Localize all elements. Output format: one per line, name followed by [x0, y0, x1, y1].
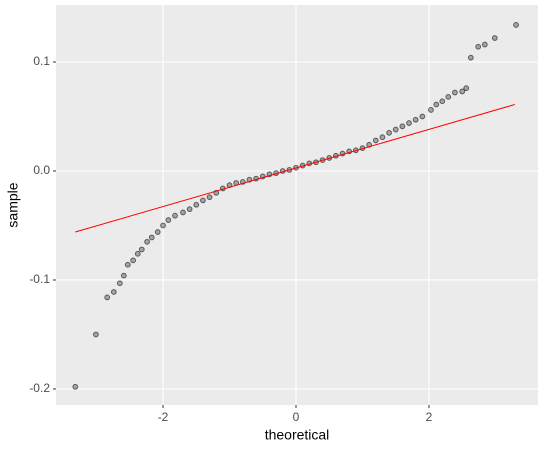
point	[439, 98, 446, 105]
y-tick-label: 0.1	[33, 54, 50, 68]
point	[451, 89, 458, 96]
point	[154, 229, 161, 235]
point	[148, 234, 155, 241]
x-tick-label: 2	[426, 410, 433, 424]
point	[459, 88, 466, 95]
point	[463, 85, 470, 92]
point	[386, 129, 392, 136]
point	[475, 43, 482, 50]
point	[406, 120, 412, 126]
point	[160, 222, 166, 229]
point	[467, 54, 474, 61]
point	[116, 280, 123, 287]
point	[130, 257, 137, 264]
point	[92, 331, 99, 338]
point	[428, 107, 434, 113]
point	[193, 201, 200, 208]
point	[513, 22, 519, 28]
point	[372, 137, 379, 144]
point	[104, 294, 111, 301]
point	[134, 250, 141, 257]
point	[124, 261, 131, 268]
point	[419, 113, 426, 120]
point	[445, 93, 452, 100]
y-tick-label: 0.0	[33, 163, 50, 177]
point	[481, 41, 488, 48]
point	[412, 116, 419, 123]
point	[186, 206, 193, 213]
x-tick-label: -2	[158, 410, 169, 424]
point	[399, 123, 406, 130]
y-tick-label: -0.1	[29, 272, 50, 286]
point	[491, 35, 498, 41]
point	[433, 101, 440, 108]
point	[72, 383, 79, 390]
point	[120, 272, 127, 279]
panel	[56, 5, 538, 405]
point	[165, 217, 172, 223]
x-tick-label: 0	[293, 410, 300, 424]
y-tick-label: -0.2	[29, 381, 50, 395]
point	[172, 212, 178, 219]
point	[206, 194, 213, 201]
point	[200, 197, 206, 204]
point	[138, 246, 145, 253]
point	[379, 134, 386, 141]
y-axis-title: sample	[5, 182, 21, 227]
x-axis-title: theoretical	[265, 427, 330, 443]
point	[392, 126, 399, 133]
point	[144, 238, 150, 245]
point	[180, 209, 186, 216]
point	[110, 289, 117, 295]
reference-line	[75, 104, 515, 233]
